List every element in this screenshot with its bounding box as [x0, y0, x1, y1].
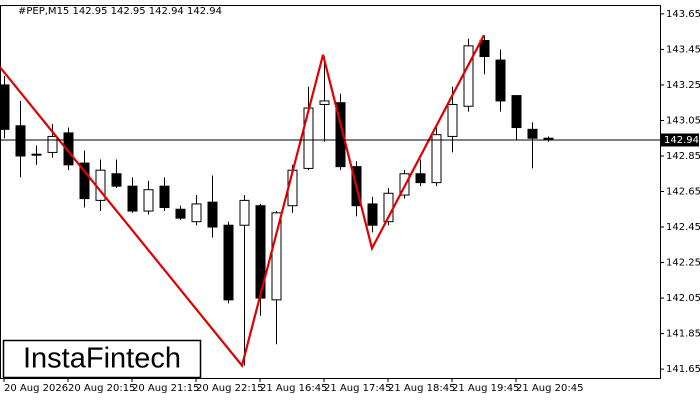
candle-body — [159, 185, 170, 208]
candle-body — [0, 84, 10, 130]
y-tick-label: 141.65 — [666, 364, 700, 375]
candle-body — [143, 189, 154, 212]
y-tick-label: 141.85 — [666, 329, 700, 340]
x-tick-label: 20 Aug 20:15 — [68, 383, 135, 394]
last-price-label: 142.94 — [664, 135, 699, 146]
candle-body — [111, 173, 122, 187]
y-tick-label: 142.25 — [666, 258, 700, 269]
candle-body — [239, 199, 250, 226]
candle-body — [207, 201, 218, 228]
candle-body — [47, 135, 58, 153]
x-tick-label: 20 Aug 22:15 — [196, 383, 263, 394]
candle-body — [127, 185, 138, 212]
logo-text: InstaFintech — [23, 343, 181, 375]
candle-body — [319, 100, 330, 105]
candle-body — [79, 162, 90, 200]
candle-body — [511, 95, 522, 129]
x-tick-label: 21 Aug 18:45 — [388, 383, 455, 394]
chart-title: #PEP,M15 142.95 142.95 142.94 142.94 — [18, 6, 222, 17]
x-tick-label: 21 Aug 17:45 — [324, 383, 391, 394]
y-tick-label: 142.45 — [666, 222, 700, 233]
y-tick-label: 143.05 — [666, 115, 700, 126]
logo-box — [2, 339, 202, 379]
y-tick-label: 142.05 — [666, 293, 700, 304]
y-tick-label: 142.65 — [666, 187, 700, 198]
x-tick-label: 21 Aug 19:45 — [452, 383, 519, 394]
candle-body — [175, 208, 186, 219]
candle-body — [447, 103, 458, 137]
plot-area — [0, 34, 554, 368]
pattern-line — [0, 34, 485, 368]
x-tick-label: 21 Aug 16:45 — [260, 383, 327, 394]
candle-body — [431, 134, 442, 184]
candle-body — [415, 173, 426, 184]
candle-body — [367, 203, 378, 226]
x-tick-label: 20 Aug 21:15 — [132, 383, 199, 394]
candle-body — [63, 132, 74, 166]
candle-body — [527, 128, 538, 139]
candle-body — [31, 153, 42, 156]
candle-body — [191, 203, 202, 223]
candle-body — [479, 40, 490, 58]
x-tick-label: 21 Aug 20:45 — [516, 383, 583, 394]
last-price-box — [661, 133, 699, 147]
y-tick-label: 143.25 — [666, 80, 700, 91]
logo: InstaFintech — [2, 339, 202, 379]
y-tick-label: 142.85 — [666, 151, 700, 162]
candle-body — [495, 59, 506, 102]
candle-body — [303, 107, 314, 169]
candle-body — [463, 45, 474, 107]
candle-body — [335, 102, 346, 168]
candle-body — [223, 224, 234, 301]
y-tick-label: 143.65 — [666, 9, 700, 20]
y-tick-label: 143.45 — [666, 44, 700, 55]
x-tick-label: 20 Aug 2026 — [4, 383, 68, 394]
candle-body — [15, 125, 26, 157]
candle-body — [271, 212, 282, 301]
